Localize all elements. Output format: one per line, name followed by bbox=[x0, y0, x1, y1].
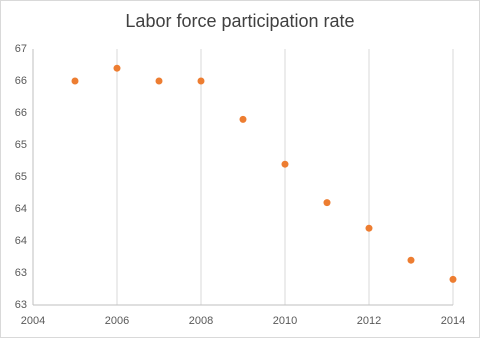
point bbox=[365, 224, 373, 232]
x-tick-label: 2012 bbox=[357, 315, 381, 327]
point bbox=[113, 64, 121, 72]
x-tick-label: 2004 bbox=[21, 315, 45, 327]
point bbox=[71, 77, 79, 85]
y-tick-label: 64 bbox=[15, 235, 27, 247]
point bbox=[197, 77, 205, 85]
y-tick-label: 63 bbox=[15, 299, 27, 311]
y-tick-label: 66 bbox=[15, 75, 27, 87]
point bbox=[281, 160, 289, 168]
y-tick-label: 66 bbox=[15, 107, 27, 119]
chart-title: Labor force participation rate bbox=[125, 11, 354, 31]
x-tick-label: 2006 bbox=[105, 315, 129, 327]
x-tick-label: 2010 bbox=[273, 315, 297, 327]
point bbox=[155, 77, 163, 85]
point bbox=[449, 275, 457, 283]
y-tick-label: 64 bbox=[15, 203, 27, 215]
y-tick-label: 65 bbox=[15, 139, 27, 151]
point bbox=[239, 115, 247, 123]
x-tick-label: 2014 bbox=[441, 315, 465, 327]
x-tick-label: 2008 bbox=[189, 315, 213, 327]
point bbox=[407, 256, 415, 264]
y-tick-label: 63 bbox=[15, 267, 27, 279]
point bbox=[323, 199, 331, 207]
y-tick-label: 65 bbox=[15, 171, 27, 183]
y-tick-label: 67 bbox=[15, 43, 27, 55]
